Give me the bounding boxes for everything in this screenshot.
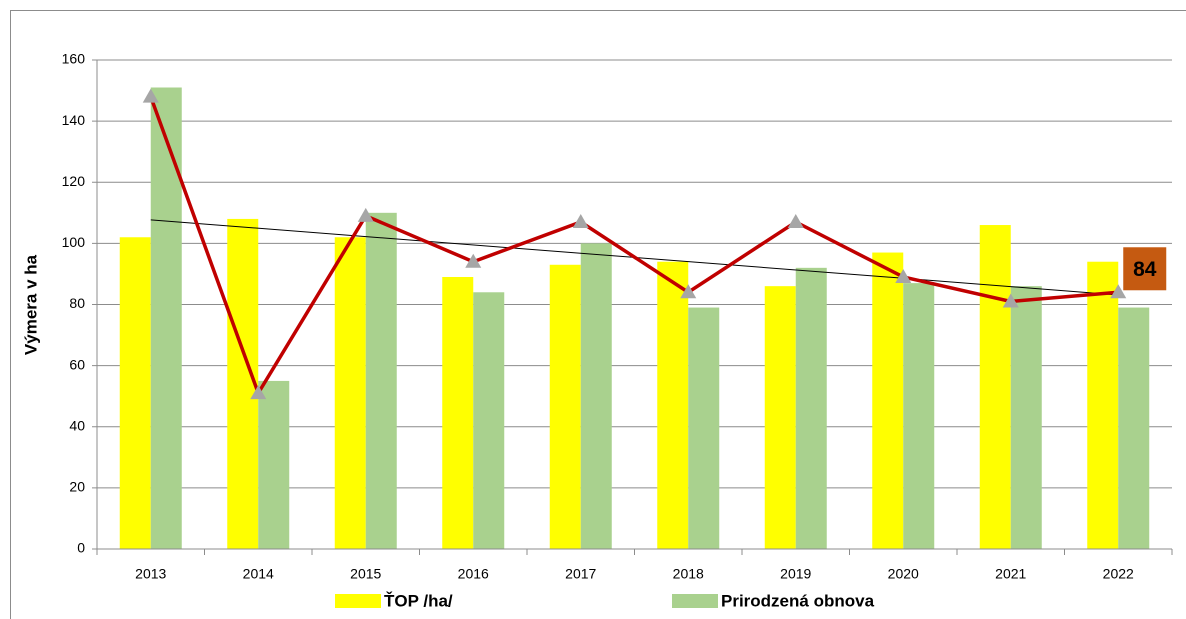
bar (442, 276, 474, 549)
bar (365, 212, 397, 549)
x-tick-label: 2016 (458, 566, 489, 582)
marker (142, 88, 159, 103)
y-tick-label: 40 (69, 417, 85, 433)
x-tick-label: 2015 (350, 566, 381, 582)
marker (787, 213, 804, 228)
data-label-box (1123, 247, 1167, 291)
legend-swatch (672, 594, 718, 608)
x-tick-label: 2013 (135, 566, 166, 582)
y-tick-label: 120 (62, 173, 86, 189)
marker (1110, 284, 1127, 299)
bar (1010, 286, 1042, 549)
y-tick-label: 80 (69, 295, 85, 311)
bar (872, 252, 904, 549)
y-tick-label: 160 (62, 51, 86, 67)
bar (795, 267, 827, 549)
bar (979, 225, 1011, 549)
line (149, 96, 1119, 398)
bar (334, 237, 366, 549)
legend-label: Prirodzená obnova (721, 591, 875, 610)
bar (688, 307, 720, 549)
bar (473, 292, 505, 549)
legend-swatch (335, 594, 381, 608)
bar (764, 286, 796, 549)
bar (580, 243, 612, 549)
x-tick-label: 2019 (780, 566, 811, 582)
bar (150, 87, 182, 549)
marker (250, 385, 267, 400)
y-tick-label: 0 (77, 540, 85, 556)
marker (1002, 293, 1019, 308)
bar (549, 264, 581, 549)
bar (657, 261, 689, 549)
bar (903, 283, 935, 549)
bar (258, 380, 290, 549)
marker (572, 213, 589, 228)
y-tick-label: 100 (62, 234, 86, 250)
bar (1118, 307, 1150, 549)
y-tick-label: 140 (62, 112, 86, 128)
x-tick-label: 2017 (565, 566, 596, 582)
marker (465, 253, 482, 268)
x-tick-label: 2018 (673, 566, 704, 582)
x-tick-label: 2022 (1103, 566, 1134, 582)
marker (357, 207, 374, 222)
x-tick-label: 2014 (243, 566, 274, 582)
bar (119, 237, 151, 549)
y-axis-label: Výmera v ha (21, 254, 40, 355)
marker (895, 268, 912, 283)
legend-label: ŤOP /ha/ (384, 591, 453, 610)
y-tick-label: 60 (69, 356, 85, 372)
x-tick-label: 2020 (888, 566, 919, 582)
data-label: 84 (1133, 258, 1157, 281)
bar (1087, 261, 1119, 549)
marker (680, 284, 697, 299)
y-tick-label: 20 (69, 479, 85, 495)
x-tick-label: 2021 (995, 566, 1026, 582)
